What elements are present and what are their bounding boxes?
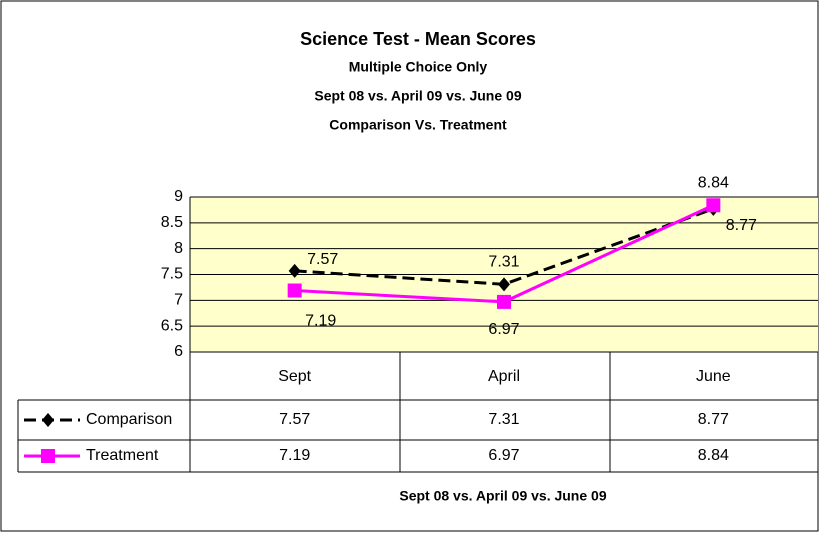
data-label: 8.77 — [726, 217, 757, 234]
y-tick-label: 7.5 — [161, 266, 183, 283]
table-cell: 7.31 — [488, 411, 519, 428]
marker — [287, 283, 302, 298]
marker — [497, 294, 511, 309]
marker — [42, 413, 54, 427]
y-tick-label: 8 — [174, 240, 183, 257]
data-label: 8.84 — [698, 174, 729, 191]
table-cell: 8.77 — [698, 411, 729, 428]
subtitle: Comparison Vs. Treatment — [329, 117, 507, 133]
x-tick-label: June — [696, 368, 731, 385]
y-tick-label: 6 — [174, 343, 183, 360]
legend-label: Comparison — [86, 411, 172, 428]
subtitle: Sept 08 vs. April 09 vs. June 09 — [314, 88, 521, 104]
data-table-grid — [17, 197, 818, 473]
y-tick-label: 7 — [174, 292, 183, 309]
subtitle: Multiple Choice Only — [349, 59, 488, 75]
data-label: 7.57 — [307, 251, 338, 268]
marker — [41, 449, 55, 463]
y-tick-label: 9 — [174, 188, 183, 205]
x-tick-label: Sept — [278, 368, 311, 385]
table-cell: 7.19 — [279, 447, 310, 464]
chart-title: Science Test - Mean Scores — [300, 29, 536, 49]
marker — [706, 198, 721, 213]
x-axis-title: Sept 08 vs. April 09 vs. June 09 — [399, 488, 606, 504]
marker — [288, 263, 301, 278]
legend-label: Treatment — [86, 447, 159, 464]
table-cell: 6.97 — [488, 447, 519, 464]
y-tick-label: 6.5 — [161, 317, 183, 334]
marker — [498, 277, 510, 292]
table-cell: 8.84 — [698, 447, 729, 464]
data-label: 7.19 — [305, 313, 336, 330]
y-tick-label: 8.5 — [161, 214, 183, 231]
table-cell: 7.57 — [279, 411, 310, 428]
data-label: 6.97 — [488, 321, 519, 338]
data-label: 7.31 — [488, 254, 519, 271]
x-tick-label: April — [488, 368, 520, 385]
